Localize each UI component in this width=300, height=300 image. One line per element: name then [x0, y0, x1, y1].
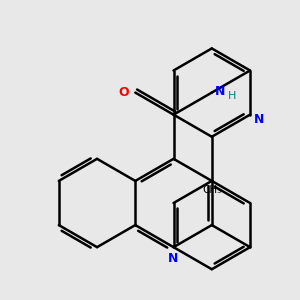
Text: H: H — [228, 91, 236, 100]
Text: N: N — [168, 252, 179, 265]
Text: CH₃: CH₃ — [202, 185, 221, 195]
Text: N: N — [254, 113, 264, 126]
Text: O: O — [119, 86, 129, 99]
Text: N: N — [215, 85, 226, 98]
